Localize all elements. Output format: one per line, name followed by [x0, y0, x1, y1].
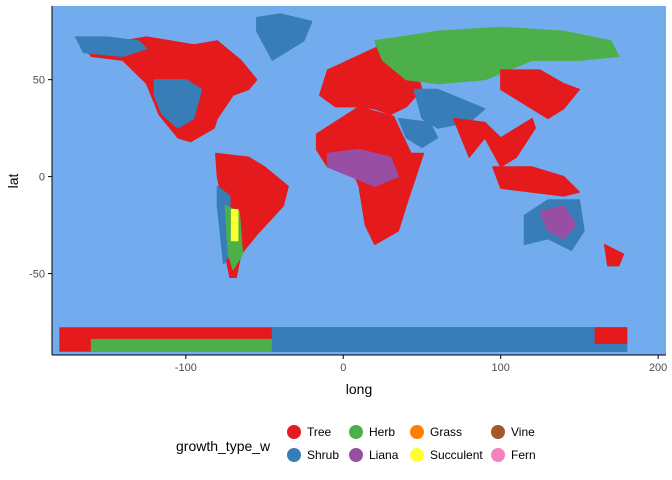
legend-key-grass [410, 425, 424, 439]
y-axis-title: lat [5, 174, 21, 189]
legend-label-fern: Fern [511, 448, 536, 462]
legend-label-succulent: Succulent [430, 448, 483, 462]
region-shrub-12 [413, 88, 486, 129]
y-tick-label: -50 [29, 269, 45, 281]
legend-label-shrub: Shrub [307, 448, 339, 462]
data-marks [59, 13, 628, 352]
x-tick-label: 200 [649, 362, 667, 374]
region-succulent-7 [230, 209, 239, 242]
region-liana-18 [539, 205, 577, 240]
legend-key-liana [349, 448, 363, 462]
region-shrub-13 [397, 117, 439, 149]
region-herb-21 [90, 338, 273, 352]
region-liana-10 [326, 148, 399, 187]
y-tick-label: 50 [33, 75, 45, 87]
legend-label-vine: Vine [511, 425, 535, 439]
region-tree-23 [594, 327, 628, 344]
legend-key-shrub [287, 448, 301, 462]
region-shrub-2 [153, 79, 203, 129]
legend-label-tree: Tree [307, 425, 332, 439]
region-herb-11 [374, 26, 620, 85]
legend: growth_type_w Tree Shrub Herb Liana Grass Suc… [176, 425, 536, 462]
axes: -100 0 100 200 -50 0 50 [29, 6, 667, 374]
region-tree-15 [500, 69, 581, 120]
x-tick-label: -100 [175, 362, 197, 374]
legend-key-herb [349, 425, 363, 439]
region-shrub-1 [74, 36, 148, 58]
legend-key-vine [491, 425, 505, 439]
legend-key-tree [287, 425, 301, 439]
x-tick-label: 0 [340, 362, 346, 374]
legend-key-fern [491, 448, 505, 462]
region-shrub-22 [271, 327, 628, 352]
x-axis-title: long [346, 381, 372, 397]
legend-label-herb: Herb [369, 425, 395, 439]
region-tree-14 [452, 117, 536, 168]
region-tree-16 [492, 166, 581, 197]
legend-label-liana: Liana [369, 448, 399, 462]
legend-title: growth_type_w [176, 438, 271, 454]
legend-key-succulent [410, 448, 424, 462]
legend-label-grass: Grass [430, 425, 462, 439]
x-tick-label: 100 [492, 362, 510, 374]
region-tree-19 [603, 243, 625, 267]
y-tick-label: 0 [39, 172, 45, 184]
region-shrub-3 [256, 13, 313, 61]
